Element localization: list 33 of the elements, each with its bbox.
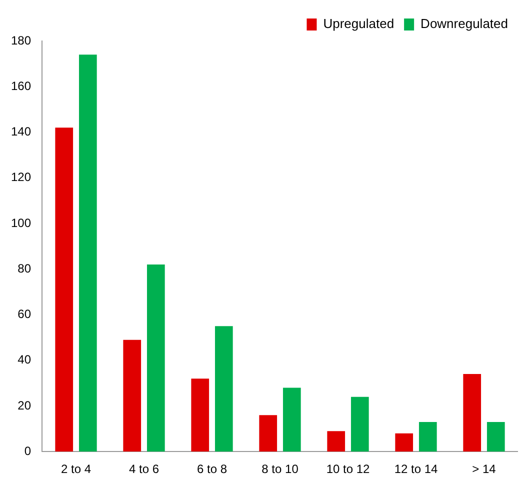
- y-tick-label: 180: [10, 33, 32, 48]
- bar: [327, 431, 346, 452]
- bar: [463, 374, 482, 452]
- bar: [146, 264, 165, 452]
- bar: [418, 422, 437, 452]
- legend-label: Upregulated: [323, 16, 394, 32]
- bar: [123, 340, 142, 452]
- legend-label: Downregulated: [420, 16, 508, 32]
- bar: [78, 54, 97, 452]
- x-tick-label: 4 to 6: [129, 462, 160, 476]
- bar: [350, 396, 369, 452]
- bar: [282, 388, 301, 452]
- y-tick-label: 120: [10, 170, 32, 184]
- x-tick-label: 6 to 8: [197, 462, 228, 476]
- y-tick-label: 60: [18, 307, 32, 322]
- y-tick-label: 140: [10, 124, 32, 139]
- y-tick-label: 100: [10, 216, 32, 230]
- bar: [259, 415, 278, 452]
- x-tick-label: 2 to 4: [61, 462, 92, 476]
- x-tick-label: 10 to 12: [326, 462, 370, 476]
- y-tick-label: 40: [18, 352, 32, 367]
- x-tick-label: 8 to 10: [262, 462, 299, 476]
- bar: [486, 422, 505, 452]
- y-tick-label: 0: [24, 444, 32, 458]
- y-tick-label: 20: [18, 398, 32, 412]
- bar: [55, 128, 74, 452]
- y-tick-label: 160: [10, 78, 32, 93]
- x-tick-label: > 14: [472, 462, 496, 476]
- bar: [395, 433, 414, 452]
- y-tick-label: 80: [18, 261, 32, 276]
- bar: [214, 326, 233, 452]
- x-tick-label: 12 to 14: [394, 462, 438, 476]
- bar: [191, 378, 210, 452]
